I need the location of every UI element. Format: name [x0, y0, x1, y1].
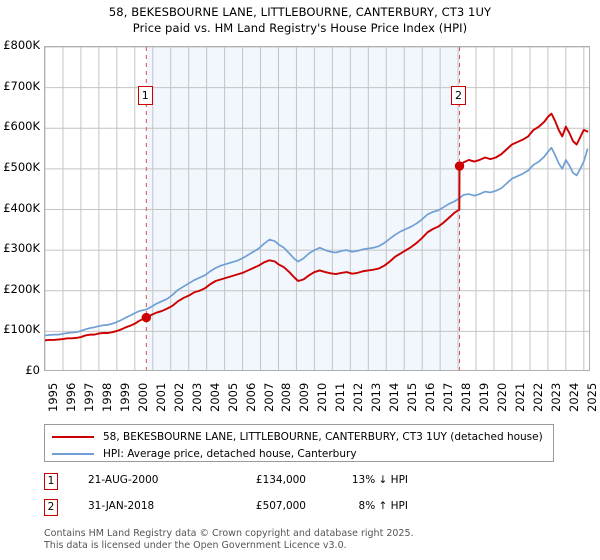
price-history-line-chart: [45, 47, 589, 370]
x-axis-tick-25: 2020: [495, 382, 509, 412]
price-paid-series-line: [45, 112, 589, 342]
chart-plot-area: [44, 46, 590, 371]
hpi-series-line: [45, 146, 589, 337]
transaction-badge-2: 2: [44, 499, 58, 516]
x-axis-tick-13: 2008: [279, 382, 294, 412]
x-axis-tick-21: 2016: [423, 382, 438, 412]
x-axis-tick-8: 2003: [189, 382, 204, 412]
x-axis-tick-0: 1995: [46, 382, 60, 412]
legend-label-price-paid: 58, BEKESBOURNE LANE, LITTLEBOURNE, CANT…: [103, 430, 543, 443]
x-axis-tick-24: 2019: [477, 382, 492, 412]
highlight-band: [146, 47, 460, 370]
transaction-row[interactable]: 2 31-JAN-2018 £507,000 8% ↑ HPI: [44, 498, 590, 524]
x-axis-tick-20: 2015: [405, 382, 420, 412]
x-axis-tick-27: 2022: [530, 382, 545, 412]
transaction-badge-1: 1: [44, 473, 58, 490]
title-line-2: Price paid vs. HM Land Registry's House …: [132, 21, 468, 35]
x-axis-tick-11: 2006: [243, 382, 258, 412]
x-axis-tick-26: 2021: [512, 382, 527, 412]
x-axis-tick-9: 2004: [207, 382, 222, 412]
legend-item-price-paid: 58, BEKESBOURNE LANE, LITTLEBOURNE, CANT…: [45, 428, 553, 445]
x-axis-tick-18: 2013: [369, 382, 384, 412]
title-line-1: 58, BEKESBOURNE LANE, LITTLEBOURNE, CANT…: [108, 5, 492, 19]
y-axis-tick-0: £0: [25, 363, 40, 377]
legend-swatch-hpi: [52, 452, 94, 455]
x-axis-tick-14: 2009: [297, 382, 312, 412]
x-axis-tick-5: 2000: [135, 382, 150, 412]
chart-legend: 58, BEKESBOURNE LANE, LITTLEBOURNE, CANT…: [44, 424, 554, 462]
x-axis-tick-1: 1996: [63, 382, 78, 412]
y-axis-tick-8: £800K: [3, 38, 40, 52]
transaction-date-1: 21-AUG-2000: [88, 474, 159, 486]
chart-callout-1[interactable]: 1: [137, 86, 153, 105]
y-axis-tick-2: £200K: [3, 281, 40, 296]
y-axis-tick-1: £100K: [3, 322, 40, 337]
legend-item-hpi: HPI: Average price, detached house, Cant…: [45, 445, 553, 462]
x-axis-tick-19: 2014: [387, 382, 402, 412]
y-axis-tick-5: £500K: [3, 159, 40, 174]
copyright-footer: Contains HM Land Registry data © Crown c…: [44, 528, 584, 551]
x-axis-tick-16: 2011: [333, 382, 348, 412]
x-axis-tick-12: 2007: [261, 382, 276, 412]
transaction-date-2: 31-JAN-2018: [88, 500, 155, 512]
x-axis-tick-4: 1999: [117, 382, 132, 412]
x-axis-tick-17: 2012: [351, 382, 366, 412]
transaction-hpi-delta-2: 8% ↑ HPI: [358, 500, 408, 512]
y-axis-tick-6: £600K: [3, 119, 40, 134]
x-axis-tick-23: 2018: [459, 382, 474, 412]
transaction-price-2: £507,000: [255, 500, 306, 512]
x-axis-tick-15: 2010: [315, 382, 330, 412]
footer-line-2: This data is licensed under the Open Gov…: [44, 539, 347, 551]
chart-callout-2[interactable]: 2: [451, 86, 467, 105]
y-axis-tick-3: £300K: [3, 241, 40, 256]
x-axis-tick-10: 2005: [225, 382, 240, 412]
transaction-price-1: £134,000: [255, 474, 306, 486]
transaction-hpi-delta-1: 13% ↓ HPI: [351, 474, 408, 486]
y-axis-tick-7: £700K: [3, 78, 40, 93]
x-axis-tick-22: 2017: [441, 382, 456, 412]
gridlines: [45, 47, 589, 370]
x-axis-tick-29: 2024: [566, 382, 581, 412]
y-axis-labels: £0 £100K £200K £300K £400K £500K £600K £700K £80…: [0, 0, 40, 420]
legend-label-hpi: HPI: Average price, detached house, Cant…: [103, 447, 357, 460]
transaction-list: 1 21-AUG-2000 £134,000 13% ↓ HPI 2 31-JA…: [44, 472, 590, 524]
x-axis-tick-28: 2023: [548, 382, 563, 412]
x-axis-tick-6: 2001: [153, 382, 168, 412]
y-axis-tick-4: £400K: [3, 200, 40, 215]
transaction-point-markers: [141, 161, 465, 323]
x-axis-labels: 1995 1996 1997 1998 1999 2000 2001 2002 2003 2004…: [44, 374, 599, 418]
x-axis-tick-2: 1997: [81, 382, 96, 412]
legend-swatch-price-paid: [52, 435, 94, 438]
transaction-row[interactable]: 1 21-AUG-2000 £134,000 13% ↓ HPI: [44, 472, 590, 498]
x-axis-tick-7: 2002: [171, 382, 186, 412]
footer-line-1: Contains HM Land Registry data © Crown c…: [44, 528, 414, 539]
x-axis-tick-3: 1998: [99, 382, 114, 412]
page-title: 58, BEKESBOURNE LANE, LITTLEBOURNE, CANT…: [0, 4, 600, 36]
x-axis-tick-30: 2025: [584, 382, 599, 412]
